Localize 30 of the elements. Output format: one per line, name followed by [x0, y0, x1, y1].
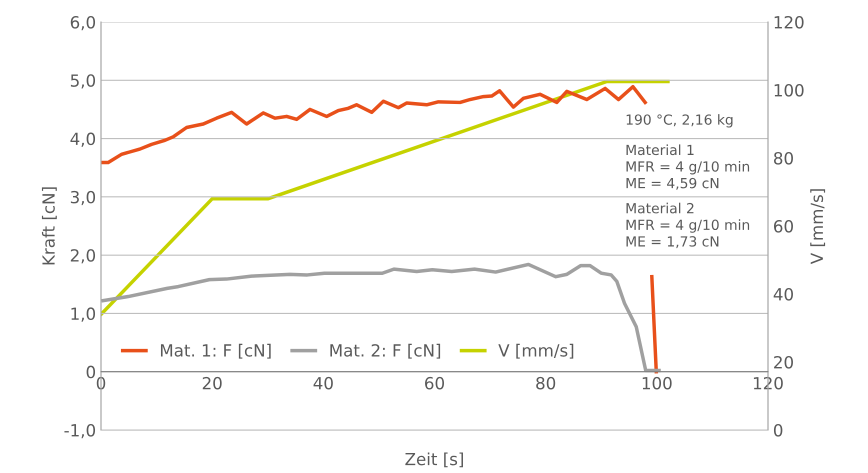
x-tick-label: 40	[314, 376, 333, 390]
x-axis-title: Zeit [s]	[405, 452, 463, 468]
x-tick-label: 80	[536, 376, 556, 390]
x-tick-label: 100	[642, 376, 672, 390]
y-tick-label: 2,0	[70, 249, 96, 264]
annotation: Material 1 MFR = 4 g/10 min ME = 4,59 cN	[626, 144, 750, 190]
x-tick-label: 60	[425, 376, 444, 390]
x-tick-label: 20	[202, 376, 222, 390]
y-tick-label: 3,0	[70, 190, 96, 206]
y-tick-label: -1,0	[64, 424, 96, 438]
annotation: Material 2 MFR = 4 g/10 min ME = 1,73 cN	[626, 202, 750, 248]
y-tick-label: 6,0	[70, 16, 96, 30]
y-axis-title: Kraft [cN]	[42, 187, 57, 264]
x-tick-label: 120	[754, 376, 783, 390]
legend-label: Mat. 1: F [cN]	[160, 344, 271, 359]
y2-axis-title: V [mm/s]	[810, 189, 826, 264]
y2-tick-label: 0	[774, 424, 782, 437]
y-tick-label: 4,0	[70, 132, 96, 147]
y2-tick-label: 80	[774, 152, 793, 165]
legend-label: Mat. 2: F [cN]	[330, 344, 440, 359]
y-tick-label: 1,0	[71, 307, 96, 322]
y2-tick-label: 60	[774, 220, 793, 233]
y2-tick-label: 100	[774, 84, 804, 97]
y2-tick-label: 20	[774, 356, 793, 369]
y-tick-label: 5,0	[70, 74, 96, 89]
y2-tick-label: 40	[774, 288, 793, 301]
legend-label: V [mm/s]	[498, 344, 574, 359]
y-tick-label: 0	[86, 366, 96, 378]
annotation: 190 °C, 2,16 kg	[626, 114, 732, 128]
y2-tick-label: 120	[774, 16, 804, 29]
